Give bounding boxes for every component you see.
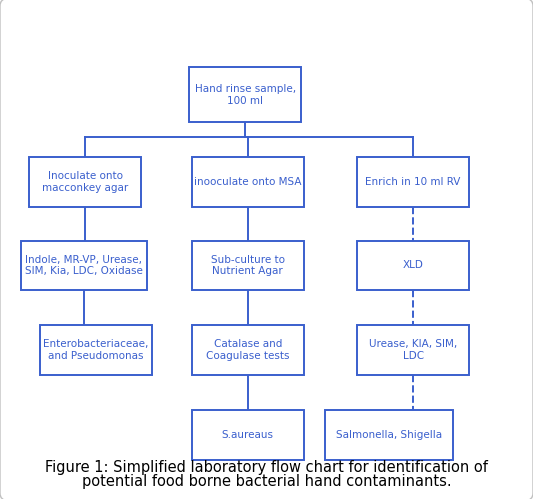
Bar — [325, 410, 453, 460]
Text: Sub-culture to
Nutrient Agar: Sub-culture to Nutrient Agar — [211, 254, 285, 276]
Bar — [29, 157, 141, 207]
Text: Indole, MR-VP, Urease,
SIM, Kia, LDC, Oxidase: Indole, MR-VP, Urease, SIM, Kia, LDC, Ox… — [25, 254, 143, 276]
Text: Hand rinse sample,
100 ml: Hand rinse sample, 100 ml — [195, 84, 296, 106]
Bar — [192, 325, 304, 375]
Text: Salmonella, Shigella: Salmonella, Shigella — [336, 430, 442, 440]
Text: inooculate onto MSA: inooculate onto MSA — [194, 177, 302, 187]
Text: Inoculate onto
macconkey agar: Inoculate onto macconkey agar — [42, 171, 128, 193]
Text: Enterobacteriaceae,
and Pseudomonas: Enterobacteriaceae, and Pseudomonas — [43, 339, 149, 361]
Bar — [40, 325, 152, 375]
Text: Urease, KIA, SIM,
LDC: Urease, KIA, SIM, LDC — [369, 339, 457, 361]
Text: S.aureaus: S.aureaus — [222, 430, 274, 440]
Bar — [189, 67, 301, 122]
Bar — [357, 241, 469, 290]
Text: Catalase and
Coagulase tests: Catalase and Coagulase tests — [206, 339, 289, 361]
Text: Enrich in 10 ml RV: Enrich in 10 ml RV — [366, 177, 461, 187]
Text: XLD: XLD — [402, 260, 424, 270]
Bar — [357, 325, 469, 375]
Bar — [192, 410, 304, 460]
Text: Figure 1: Simplified laboratory flow chart for identification of: Figure 1: Simplified laboratory flow cha… — [45, 460, 488, 475]
Bar — [192, 157, 304, 207]
Text: potential food borne bacterial hand contaminants.: potential food borne bacterial hand cont… — [82, 474, 451, 489]
Bar — [21, 241, 147, 290]
Bar — [357, 157, 469, 207]
Bar — [192, 241, 304, 290]
